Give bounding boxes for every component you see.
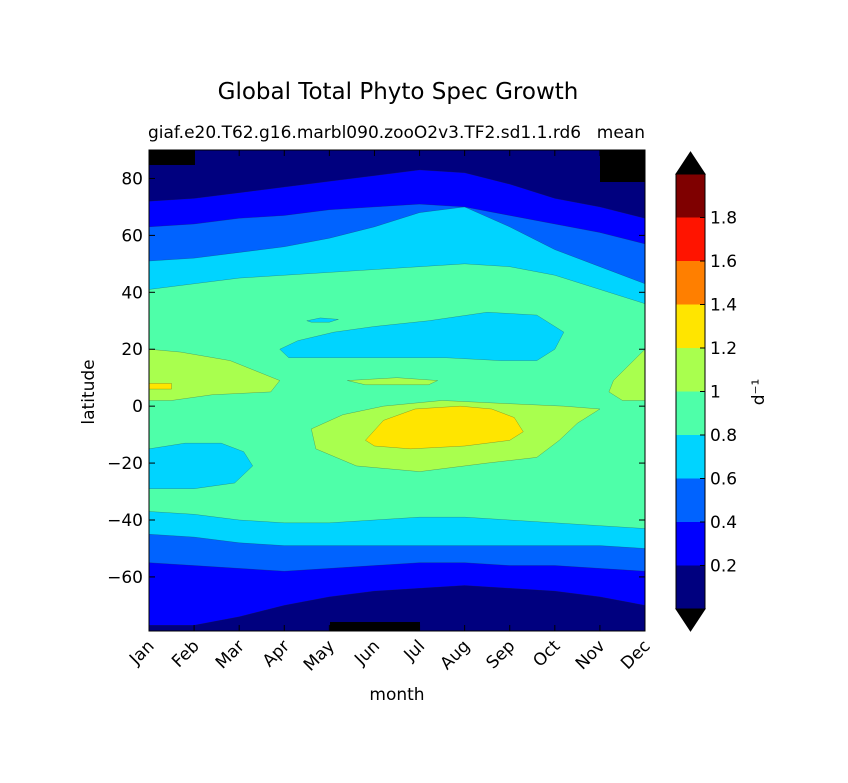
contour-patch-1.0-1.2-thin [347, 377, 439, 386]
contour-below-range-s [330, 622, 420, 631]
x-tick-label: Apr [259, 636, 294, 671]
colorbar-tick-label: 1 [710, 383, 721, 403]
x-tick-label: Jan [125, 636, 158, 669]
x-tick-label: Feb [168, 636, 203, 671]
x-tick-label: Dec [617, 636, 654, 673]
x-tick-label: Mar [212, 636, 249, 673]
colorbar-segment [676, 174, 705, 218]
colorbar-segment [676, 348, 705, 392]
y-axis-label: latitude [79, 359, 99, 424]
contour-patch-1.0-1.2-jan [149, 349, 281, 401]
y-tick-label: −40 [107, 511, 143, 531]
contour-below-range-ne [600, 150, 645, 182]
colorbar: 0.2 0.4 0.6 0.8 1 1.2 1.4 1.6 1.8 [675, 151, 737, 632]
colorbar-segment [676, 478, 705, 522]
colorbar-tick-label: 0.6 [710, 470, 737, 490]
colorbar-segment [676, 391, 705, 435]
plot-frame [148, 149, 646, 632]
y-tick-label: −60 [107, 568, 143, 588]
contour-patch-0.6-0.8-small [306, 317, 339, 323]
chart-subtitle-left: giaf.e20.T62.g16.marbl090.zooO2v3.TF2.sd… [148, 123, 581, 143]
y-tick-label: 0 [132, 397, 143, 417]
contour-patch-0.6-0.8-s-subtropics [149, 442, 253, 489]
contour-patch-1.0-1.2-dec [608, 348, 645, 401]
x-tick-label: May [300, 636, 339, 675]
colorbar-segment [676, 435, 705, 479]
y-tick-label: 60 [121, 226, 143, 246]
chart-title: Global Total Phyto Spec Growth [218, 79, 579, 105]
x-tick-label: Aug [437, 636, 475, 674]
y-tick-label: 20 [121, 340, 143, 360]
colorbar-segment [676, 304, 705, 348]
colorbar-segment [676, 565, 705, 609]
x-tick-label: Jul [400, 636, 429, 665]
contour-below-range-nw [149, 150, 195, 165]
x-axis-label: month [369, 685, 424, 705]
x-tick-label: Nov [572, 636, 610, 674]
contour-band-0.0-0.2-south [149, 585, 645, 631]
colorbar-tick-label: 1.6 [710, 252, 737, 272]
colorbar-segment [676, 217, 705, 261]
colorbar-tick-label: 0.8 [710, 426, 737, 446]
colorbar-label: d⁻¹ [749, 379, 769, 406]
y-tick-label: 40 [121, 283, 143, 303]
x-tick-label: Sep [482, 636, 519, 673]
contour-patch-0.6-0.8-n-subtropics [279, 312, 565, 361]
y-tick-label: 80 [121, 169, 143, 189]
x-tick-label: Jun [350, 636, 384, 670]
chart-subtitle-right: mean [597, 123, 645, 143]
contour-patch-1.2-1.4-core [365, 405, 524, 450]
contour-patch-1.2-1.4-jan [149, 383, 172, 390]
colorbar-extend-low [675, 608, 706, 632]
y-axis: 80 60 40 20 0 −20 −40 −60 [107, 169, 645, 588]
colorbar-tick-label: 1.4 [710, 296, 737, 316]
colorbar-segment [676, 261, 705, 305]
x-tick-label: Oct [529, 636, 564, 671]
colorbar-segment [676, 522, 705, 566]
colorbar-tick-label: 0.4 [710, 513, 737, 533]
plot-area [149, 150, 645, 631]
colorbar-tick-label: 0.2 [710, 557, 737, 577]
y-tick-label: −20 [107, 454, 143, 474]
colorbar-tick-label: 1.2 [710, 339, 737, 359]
colorbar-tick-label: 1.8 [710, 209, 737, 229]
contour-band-0.0-0.2-north [149, 150, 645, 219]
colorbar-extend-high [675, 151, 706, 175]
